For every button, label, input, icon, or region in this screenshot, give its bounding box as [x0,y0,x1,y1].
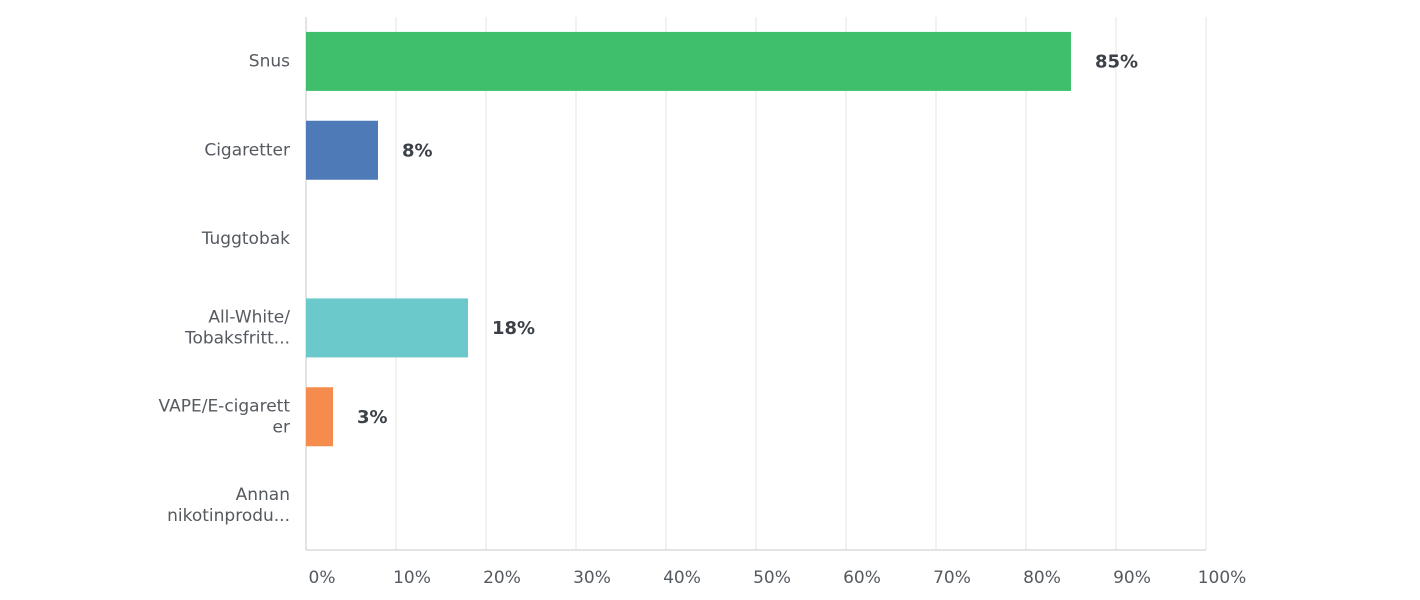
x-tick-label: 100% [1198,568,1247,588]
y-tick-label: Tuggtobak [201,229,290,249]
x-tick-label: 70% [933,568,971,588]
bar [306,120,378,180]
bar [306,31,1071,91]
bar [306,387,333,447]
y-tick-label: Annan nikotinprodu... [167,485,290,526]
x-tick-label: 50% [753,568,791,588]
label-line: Annan [236,485,290,505]
x-tick-label: 40% [663,568,701,588]
label-line: Tuggtobak [201,229,290,249]
label-line: VAPE/E-cigarett [159,396,291,416]
x-tick-label: 10% [393,568,431,588]
x-tick-label: 90% [1113,568,1151,588]
y-tick-label: Snus [249,51,290,71]
bar [306,298,468,358]
y-tick-label: Cigaretter [204,140,290,160]
value-label: 3% [357,407,388,428]
value-label: 8% [402,140,433,161]
label-line: All-White/ [208,307,290,327]
x-tick-label: 60% [843,568,881,588]
value-label: 18% [492,318,535,339]
label-line: Snus [249,51,290,71]
label-line: er [273,417,290,437]
x-tick-label: 80% [1023,568,1061,588]
y-tick-label: VAPE/E-cigarett er [159,396,291,437]
x-tick-label: 20% [483,568,521,588]
label-line: nikotinprodu... [167,506,290,526]
value-label: 85% [1095,51,1138,72]
label-line: Tobaksfritt... [184,328,290,348]
label-line: Cigaretter [204,140,290,160]
y-tick-label: All-White/Tobaksfritt... [184,307,290,348]
x-tick-label: 0% [309,568,336,588]
x-tick-label: 30% [573,568,611,588]
